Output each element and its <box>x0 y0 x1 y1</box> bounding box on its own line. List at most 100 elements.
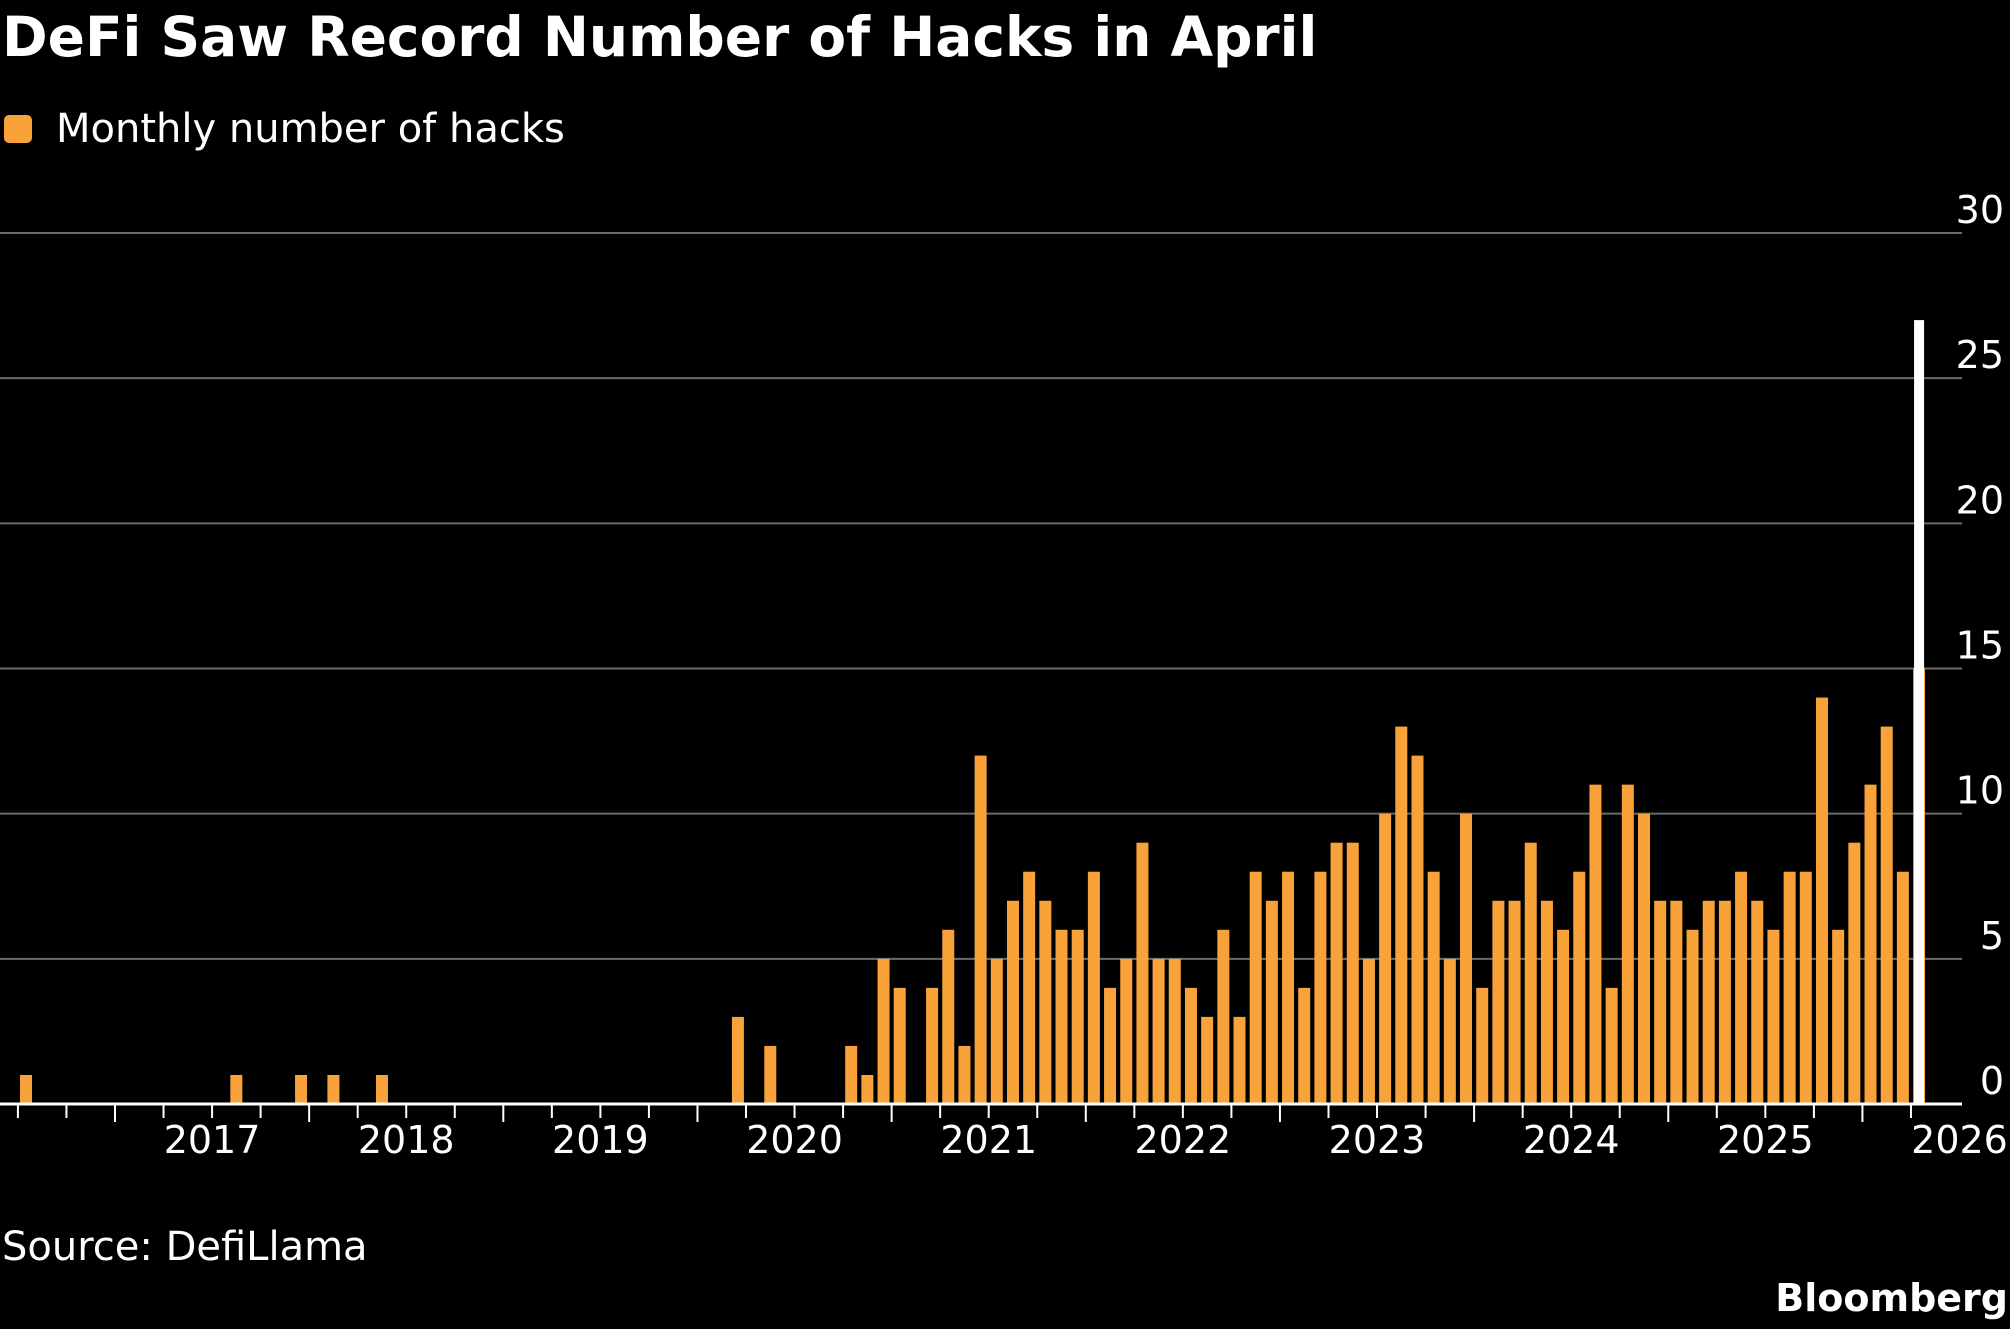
bar <box>1605 987 1618 1104</box>
brand-logo: Bloomberg <box>1775 1276 2008 1320</box>
bar <box>731 1016 744 1104</box>
bar <box>1006 900 1019 1104</box>
bar <box>1783 871 1796 1104</box>
bar <box>1136 842 1149 1104</box>
bar <box>1686 929 1699 1104</box>
y-tick-label: 20 <box>1956 478 2004 522</box>
bar <box>974 755 987 1104</box>
x-tick-label: 2026 <box>1911 1118 2008 1162</box>
bar <box>1055 929 1068 1104</box>
bar <box>942 929 955 1104</box>
bar <box>1880 726 1893 1104</box>
bar <box>1621 784 1634 1104</box>
legend-label: Monthly number of hacks <box>56 106 565 152</box>
bar <box>1540 900 1553 1104</box>
bar <box>764 1045 777 1104</box>
bar <box>1799 871 1812 1104</box>
x-tick-label: 2017 <box>164 1118 261 1162</box>
y-tick-label: 10 <box>1956 769 2004 813</box>
bar <box>877 958 890 1104</box>
bar <box>1249 871 1262 1104</box>
bar <box>1411 755 1424 1104</box>
bar <box>1168 958 1181 1104</box>
bar <box>1104 987 1117 1104</box>
bar <box>1184 987 1197 1104</box>
x-tick-label: 2020 <box>746 1118 843 1162</box>
bar <box>1864 784 1877 1104</box>
bar <box>1233 1016 1246 1104</box>
x-tick-label: 2021 <box>940 1118 1037 1162</box>
chart-title: DeFi Saw Record Number of Hacks in April <box>2 5 1318 69</box>
bar <box>375 1074 388 1104</box>
bar <box>1815 697 1828 1104</box>
bar <box>893 987 906 1104</box>
x-tick-label: 2025 <box>1717 1118 1814 1162</box>
bar <box>1848 842 1861 1104</box>
bar <box>1120 958 1133 1104</box>
bar <box>1638 813 1650 1104</box>
bar <box>1071 929 1084 1104</box>
bar <box>1282 871 1295 1104</box>
bar <box>1718 900 1731 1104</box>
bar <box>1395 726 1408 1104</box>
bar <box>1654 900 1667 1104</box>
bar <box>1152 958 1165 1104</box>
bar <box>20 1074 32 1104</box>
bar <box>1476 987 1489 1104</box>
bar <box>230 1074 243 1104</box>
bar <box>295 1074 308 1104</box>
y-tick-label: 15 <box>1956 624 2004 668</box>
bar <box>1379 813 1392 1104</box>
bar <box>1670 900 1683 1104</box>
bar <box>1557 929 1570 1104</box>
y-tick-label: 25 <box>1956 333 2004 377</box>
bar <box>1492 900 1505 1104</box>
y-tick-label: 0 <box>1980 1059 2004 1103</box>
bar <box>845 1045 858 1104</box>
bar <box>1427 871 1440 1104</box>
x-tick-label: 2019 <box>552 1118 649 1162</box>
bar <box>1589 784 1602 1104</box>
bar <box>1039 900 1052 1104</box>
bar <box>1508 900 1521 1104</box>
bar <box>1217 929 1230 1104</box>
bar <box>958 1045 971 1104</box>
bar <box>990 958 1003 1104</box>
bar <box>861 1074 874 1104</box>
bar <box>1314 871 1327 1104</box>
x-tick-label: 2018 <box>358 1118 455 1162</box>
bar <box>1832 929 1845 1104</box>
bar <box>1023 871 1036 1104</box>
bar <box>1896 871 1909 1104</box>
highlight-bar <box>1914 320 1925 1105</box>
bar <box>1702 900 1715 1104</box>
bar <box>1087 871 1100 1104</box>
bar <box>926 987 939 1104</box>
bar <box>1298 987 1311 1104</box>
bar <box>1443 958 1456 1104</box>
y-tick-label: 5 <box>1980 914 2004 958</box>
x-tick-label: 2022 <box>1135 1118 1232 1162</box>
bar <box>327 1074 340 1104</box>
source-note: Source: DefiLlama <box>2 1224 368 1270</box>
legend-swatch <box>4 115 32 143</box>
bar <box>1460 813 1473 1104</box>
bar <box>1524 842 1537 1104</box>
bar <box>1330 842 1343 1104</box>
x-tick-label: 2023 <box>1329 1118 1426 1162</box>
bar <box>1346 842 1359 1104</box>
bar-layer <box>20 320 1926 1105</box>
legend: Monthly number of hacks <box>4 104 565 154</box>
x-tick-label: 2024 <box>1523 1118 1620 1162</box>
grid-layer <box>0 232 1962 960</box>
bar <box>1735 871 1748 1104</box>
bar <box>1201 1016 1214 1104</box>
bar <box>1573 871 1586 1104</box>
bar <box>1767 929 1780 1104</box>
y-tick-label: 30 <box>1956 188 2004 232</box>
bar <box>1265 900 1278 1104</box>
bar <box>1362 958 1375 1104</box>
bar <box>1751 900 1764 1104</box>
